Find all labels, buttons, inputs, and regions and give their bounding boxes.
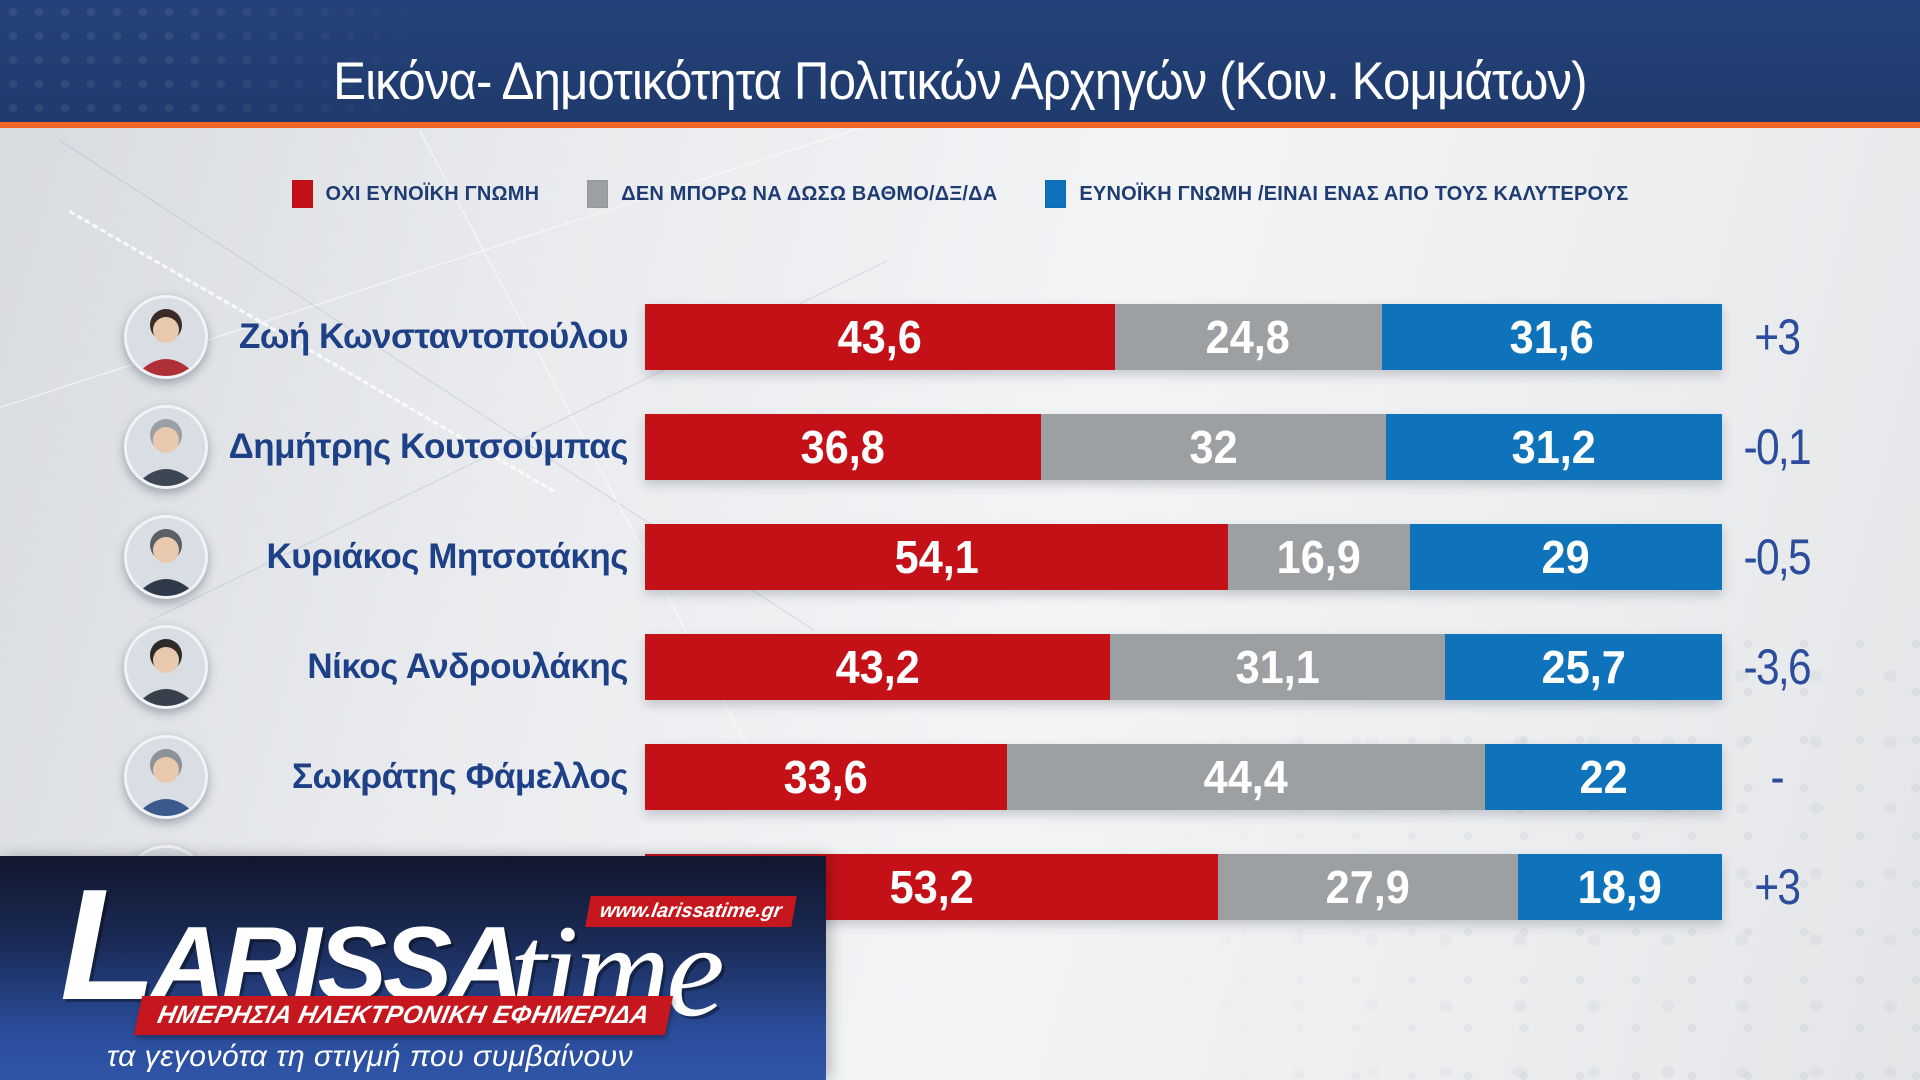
segment-neutral: 27,9 <box>1217 854 1519 920</box>
segment-value-label: 44,4 <box>1203 751 1289 803</box>
leader-row: Κυριάκος Μητσοτάκης 54,1 16,9 29 -0,5 <box>0 502 1920 612</box>
segment-positive: 22 <box>1485 744 1722 810</box>
segment-value-label: 36,8 <box>801 421 886 473</box>
avatar-person-icon <box>127 518 205 596</box>
segment-value-label: 53,2 <box>889 861 974 913</box>
delta-value: +3 <box>1754 309 1801 365</box>
logo-letter-l: L <box>60 857 156 1033</box>
segment-positive: 31,2 <box>1385 414 1723 480</box>
delta-value: -3,6 <box>1743 639 1812 695</box>
leader-avatar <box>124 515 208 599</box>
leader-name: Σωκράτης Φάμελλος <box>291 757 629 796</box>
chart-legend: ΟΧΙ ΕΥΝΟΪΚΗ ΓΝΩΜΗ ΔΕΝ ΜΠΟΡΩ ΝΑ ΔΩΣΩ ΒΑΘΜ… <box>0 180 1920 208</box>
segment-value-label: 31,6 <box>1509 311 1594 363</box>
legend-item-negative: ΟΧΙ ΕΥΝΟΪΚΗ ΓΝΩΜΗ <box>291 180 540 208</box>
segment-value-label: 31,1 <box>1235 641 1320 693</box>
legend-label-positive: ΕΥΝΟΪΚΗ ΓΝΩΜΗ /ΕΙΝΑΙ ΕΝΑΣ ΑΠΟ ΤΟΥΣ ΚΑΛΥΤ… <box>1079 182 1629 205</box>
delta-value: -0,5 <box>1743 529 1812 585</box>
legend-swatch-blue-icon <box>1045 180 1067 208</box>
avatar-person-icon <box>127 298 205 376</box>
delta-value: - <box>1770 749 1785 805</box>
avatar-person-icon <box>127 628 205 706</box>
legend-label-negative: ΟΧΙ ΕΥΝΟΪΚΗ ΓΝΩΜΗ <box>325 182 540 205</box>
segment-negative: 54,1 <box>645 524 1228 590</box>
page-title: Εικόνα- Δημοτικότητα Πολιτικών Αρχηγών (… <box>333 52 1587 111</box>
segment-neutral: 24,8 <box>1114 304 1382 370</box>
segment-value-label: 22 <box>1579 751 1628 803</box>
segment-neutral: 31,1 <box>1110 634 1446 700</box>
segment-value-label: 25,7 <box>1541 641 1626 693</box>
logo-strapline: ΗΜΕΡΗΣΙΑ ΗΛΕΚΤΡΟΝΙΚΗ ΕΦΗΜΕΡΙΔΑ <box>133 996 674 1035</box>
segment-value-label: 18,9 <box>1578 861 1663 913</box>
leader-avatar <box>124 625 208 709</box>
legend-item-neutral: ΔΕΝ ΜΠΟΡΩ ΝΑ ΔΩΣΩ ΒΑΘΜΟ/ΔΞ/ΔΑ <box>587 180 997 208</box>
avatar-person-icon <box>127 738 205 816</box>
stacked-bar: 53,2 27,9 18,9 <box>645 854 1722 920</box>
segment-positive: 31,6 <box>1381 304 1722 370</box>
larissatime-logo: LARISSAtime www.larissatime.gr ΗΜΕΡΗΣΙΑ … <box>0 856 826 1080</box>
legend-swatch-red-icon <box>291 180 313 208</box>
leader-row: Σωκράτης Φάμελλος 33,6 44,4 22 - <box>0 722 1920 832</box>
segment-value-label: 43,6 <box>837 311 922 363</box>
leader-row: Νίκος Ανδρουλάκης 43,2 31,1 25,7 -3,6 <box>0 612 1920 722</box>
segment-value-label: 16,9 <box>1276 531 1361 583</box>
delta-value: -0,1 <box>1743 419 1812 475</box>
leader-avatar <box>124 295 208 379</box>
segment-neutral: 32 <box>1041 414 1386 480</box>
segment-value-label: 31,2 <box>1511 421 1597 473</box>
stacked-bar: 54,1 16,9 29 <box>645 524 1722 590</box>
segment-neutral: 44,4 <box>1006 744 1486 810</box>
leader-avatar <box>124 735 208 819</box>
leader-name: Κυριάκος Μητσοτάκης <box>266 537 629 576</box>
segment-value-label: 24,8 <box>1206 311 1291 363</box>
segment-negative: 43,6 <box>645 304 1115 370</box>
legend-label-neutral: ΔΕΝ ΜΠΟΡΩ ΝΑ ΔΩΣΩ ΒΑΘΜΟ/ΔΞ/ΔΑ <box>621 182 998 205</box>
segment-value-label: 27,9 <box>1326 861 1411 913</box>
leader-name: Ζωή Κωνσταντοπούλου <box>238 317 629 356</box>
leader-row: Δημήτρης Κουτσούμπας 36,8 32 31,2 -0,1 <box>0 392 1920 502</box>
segment-value-label: 33,6 <box>783 751 869 803</box>
logo-url-badge: www.larissatime.gr <box>585 896 797 927</box>
title-bar: Εικόνα- Δημοτικότητα Πολιτικών Αρχηγών (… <box>0 0 1920 128</box>
logo-tagline: τα γεγονότα τη στιγμή που συμβαίνουν <box>106 1040 634 1073</box>
segment-neutral: 16,9 <box>1227 524 1410 590</box>
segment-value-label: 43,2 <box>835 641 920 693</box>
segment-positive: 18,9 <box>1518 854 1722 920</box>
delta-value: +3 <box>1754 859 1801 915</box>
leader-name: Δημήτρης Κουτσούμπας <box>228 427 629 466</box>
stacked-bar: 43,2 31,1 25,7 <box>645 634 1722 700</box>
segment-negative: 43,2 <box>645 634 1111 700</box>
stacked-bar: 43,6 24,8 31,6 <box>645 304 1722 370</box>
segment-positive: 25,7 <box>1445 634 1722 700</box>
segment-positive: 29 <box>1409 524 1722 590</box>
segment-negative: 33,6 <box>645 744 1007 810</box>
chart-rows: Ζωή Κωνσταντοπούλου 43,6 24,8 31,6 +3 Δη… <box>0 282 1920 942</box>
avatar-person-icon <box>127 408 205 486</box>
segment-value-label: 32 <box>1189 421 1238 473</box>
leader-name: Νίκος Ανδρουλάκης <box>307 647 628 686</box>
leader-row: Ζωή Κωνσταντοπούλου 43,6 24,8 31,6 +3 <box>0 282 1920 392</box>
stacked-bar: 33,6 44,4 22 <box>645 744 1722 810</box>
segment-negative: 36,8 <box>645 414 1042 480</box>
legend-swatch-gray-icon <box>587 180 609 208</box>
segment-value-label: 29 <box>1541 531 1590 583</box>
stacked-bar: 36,8 32 31,2 <box>645 414 1723 480</box>
legend-item-positive: ΕΥΝΟΪΚΗ ΓΝΩΜΗ /ΕΙΝΑΙ ΕΝΑΣ ΑΠΟ ΤΟΥΣ ΚΑΛΥΤ… <box>1045 180 1628 208</box>
segment-value-label: 54,1 <box>894 531 979 583</box>
leader-avatar <box>124 405 208 489</box>
header-dot-pattern <box>0 0 460 122</box>
